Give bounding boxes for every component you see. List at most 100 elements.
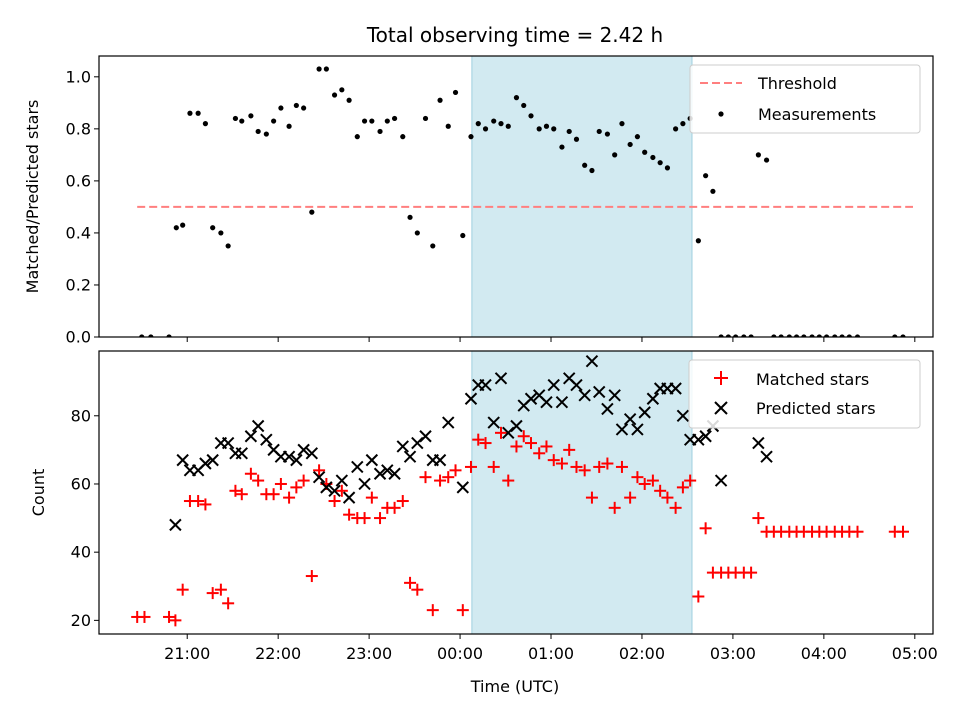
bottom-ylabel: Count <box>29 469 48 517</box>
data-point <box>331 92 338 98</box>
y-tick-label: 0.4 <box>66 223 91 242</box>
x-tick-label: 23:00 <box>346 644 392 663</box>
data-point <box>335 474 349 487</box>
data-point <box>661 491 674 504</box>
data-point <box>351 460 364 474</box>
x-tick-label: 00:00 <box>437 644 483 663</box>
data-point <box>559 144 565 150</box>
data-point <box>282 450 296 463</box>
data-point <box>464 460 477 473</box>
data-point <box>388 501 401 514</box>
observing-window-shade <box>471 55 693 338</box>
data-point <box>533 447 546 460</box>
data-point <box>510 419 523 433</box>
top-legend: Threshold Measurements <box>689 64 921 134</box>
data-point <box>358 512 371 525</box>
data-point <box>373 467 387 480</box>
data-point <box>725 334 731 337</box>
figure-title: Total observing time = 2.42 h <box>366 23 663 47</box>
data-point <box>339 87 345 93</box>
data-point <box>608 501 621 514</box>
data-point <box>763 157 770 163</box>
data-point <box>335 484 348 497</box>
data-point <box>741 334 747 337</box>
data-point <box>823 334 830 337</box>
data-point <box>585 491 598 504</box>
data-point <box>646 474 659 487</box>
data-point <box>692 590 705 603</box>
data-point <box>206 453 219 467</box>
data-point <box>210 225 216 231</box>
bottom-xlabel: Time (UTC) <box>470 677 559 696</box>
data-point <box>536 126 542 132</box>
y-tick-label: 0.0 <box>66 328 91 347</box>
x-tick-label: 21:00 <box>164 644 210 663</box>
data-point <box>692 433 705 446</box>
data-point <box>589 167 595 174</box>
data-point <box>388 467 401 480</box>
data-point <box>346 97 352 103</box>
data-point <box>260 433 273 446</box>
data-point <box>400 134 406 140</box>
data-point <box>608 389 621 402</box>
data-point <box>199 457 212 470</box>
data-point <box>680 121 686 127</box>
y-tick-label: 40 <box>71 543 91 562</box>
data-point <box>733 334 739 337</box>
data-point <box>748 334 754 337</box>
data-point <box>695 238 701 244</box>
data-point <box>854 334 861 337</box>
data-point <box>604 131 611 137</box>
series-measurements <box>139 66 906 337</box>
data-point <box>593 460 606 473</box>
data-point <box>631 423 644 436</box>
data-point <box>714 474 728 487</box>
data-point <box>430 243 436 249</box>
data-point <box>524 392 538 405</box>
data-point <box>232 115 239 122</box>
series-matched-stars <box>131 426 909 627</box>
data-point <box>309 209 315 215</box>
data-point <box>312 470 326 484</box>
data-point <box>517 430 530 443</box>
data-point <box>442 416 455 429</box>
data-point <box>235 488 248 501</box>
data-point <box>578 389 591 402</box>
data-point <box>166 334 172 337</box>
data-point <box>752 512 765 525</box>
y-tick-label: 80 <box>71 406 91 425</box>
data-point <box>248 113 254 119</box>
data-point <box>301 105 307 111</box>
data-point <box>255 128 261 135</box>
y-tick-label: 1.0 <box>66 67 91 86</box>
data-point <box>267 488 280 501</box>
data-point <box>434 474 447 487</box>
data-point <box>195 110 201 116</box>
data-point <box>419 471 432 484</box>
data-point <box>414 230 420 236</box>
data-point <box>615 423 629 436</box>
data-point <box>494 426 507 439</box>
data-point <box>293 102 299 109</box>
data-point <box>525 437 538 450</box>
top-ylabel: Matched/Predicted stars <box>23 100 42 294</box>
data-point <box>468 134 474 140</box>
data-point <box>218 230 224 236</box>
bottom-legend: Matched stars Predicted stars <box>688 359 921 429</box>
data-point <box>452 89 459 96</box>
data-point <box>563 443 576 456</box>
data-point <box>631 471 644 484</box>
data-point <box>851 525 864 538</box>
data-point <box>139 334 145 337</box>
data-point <box>494 372 508 385</box>
top-plot-frame <box>98 55 934 338</box>
data-point <box>290 481 303 494</box>
data-point <box>839 334 845 337</box>
data-point <box>498 121 504 127</box>
x-tick-label: 03:00 <box>710 644 756 663</box>
data-point <box>896 525 909 538</box>
series-predicted-stars <box>169 355 773 532</box>
data-point <box>892 334 898 337</box>
data-point <box>290 453 303 467</box>
x-tick-label: 01:00 <box>528 644 574 663</box>
